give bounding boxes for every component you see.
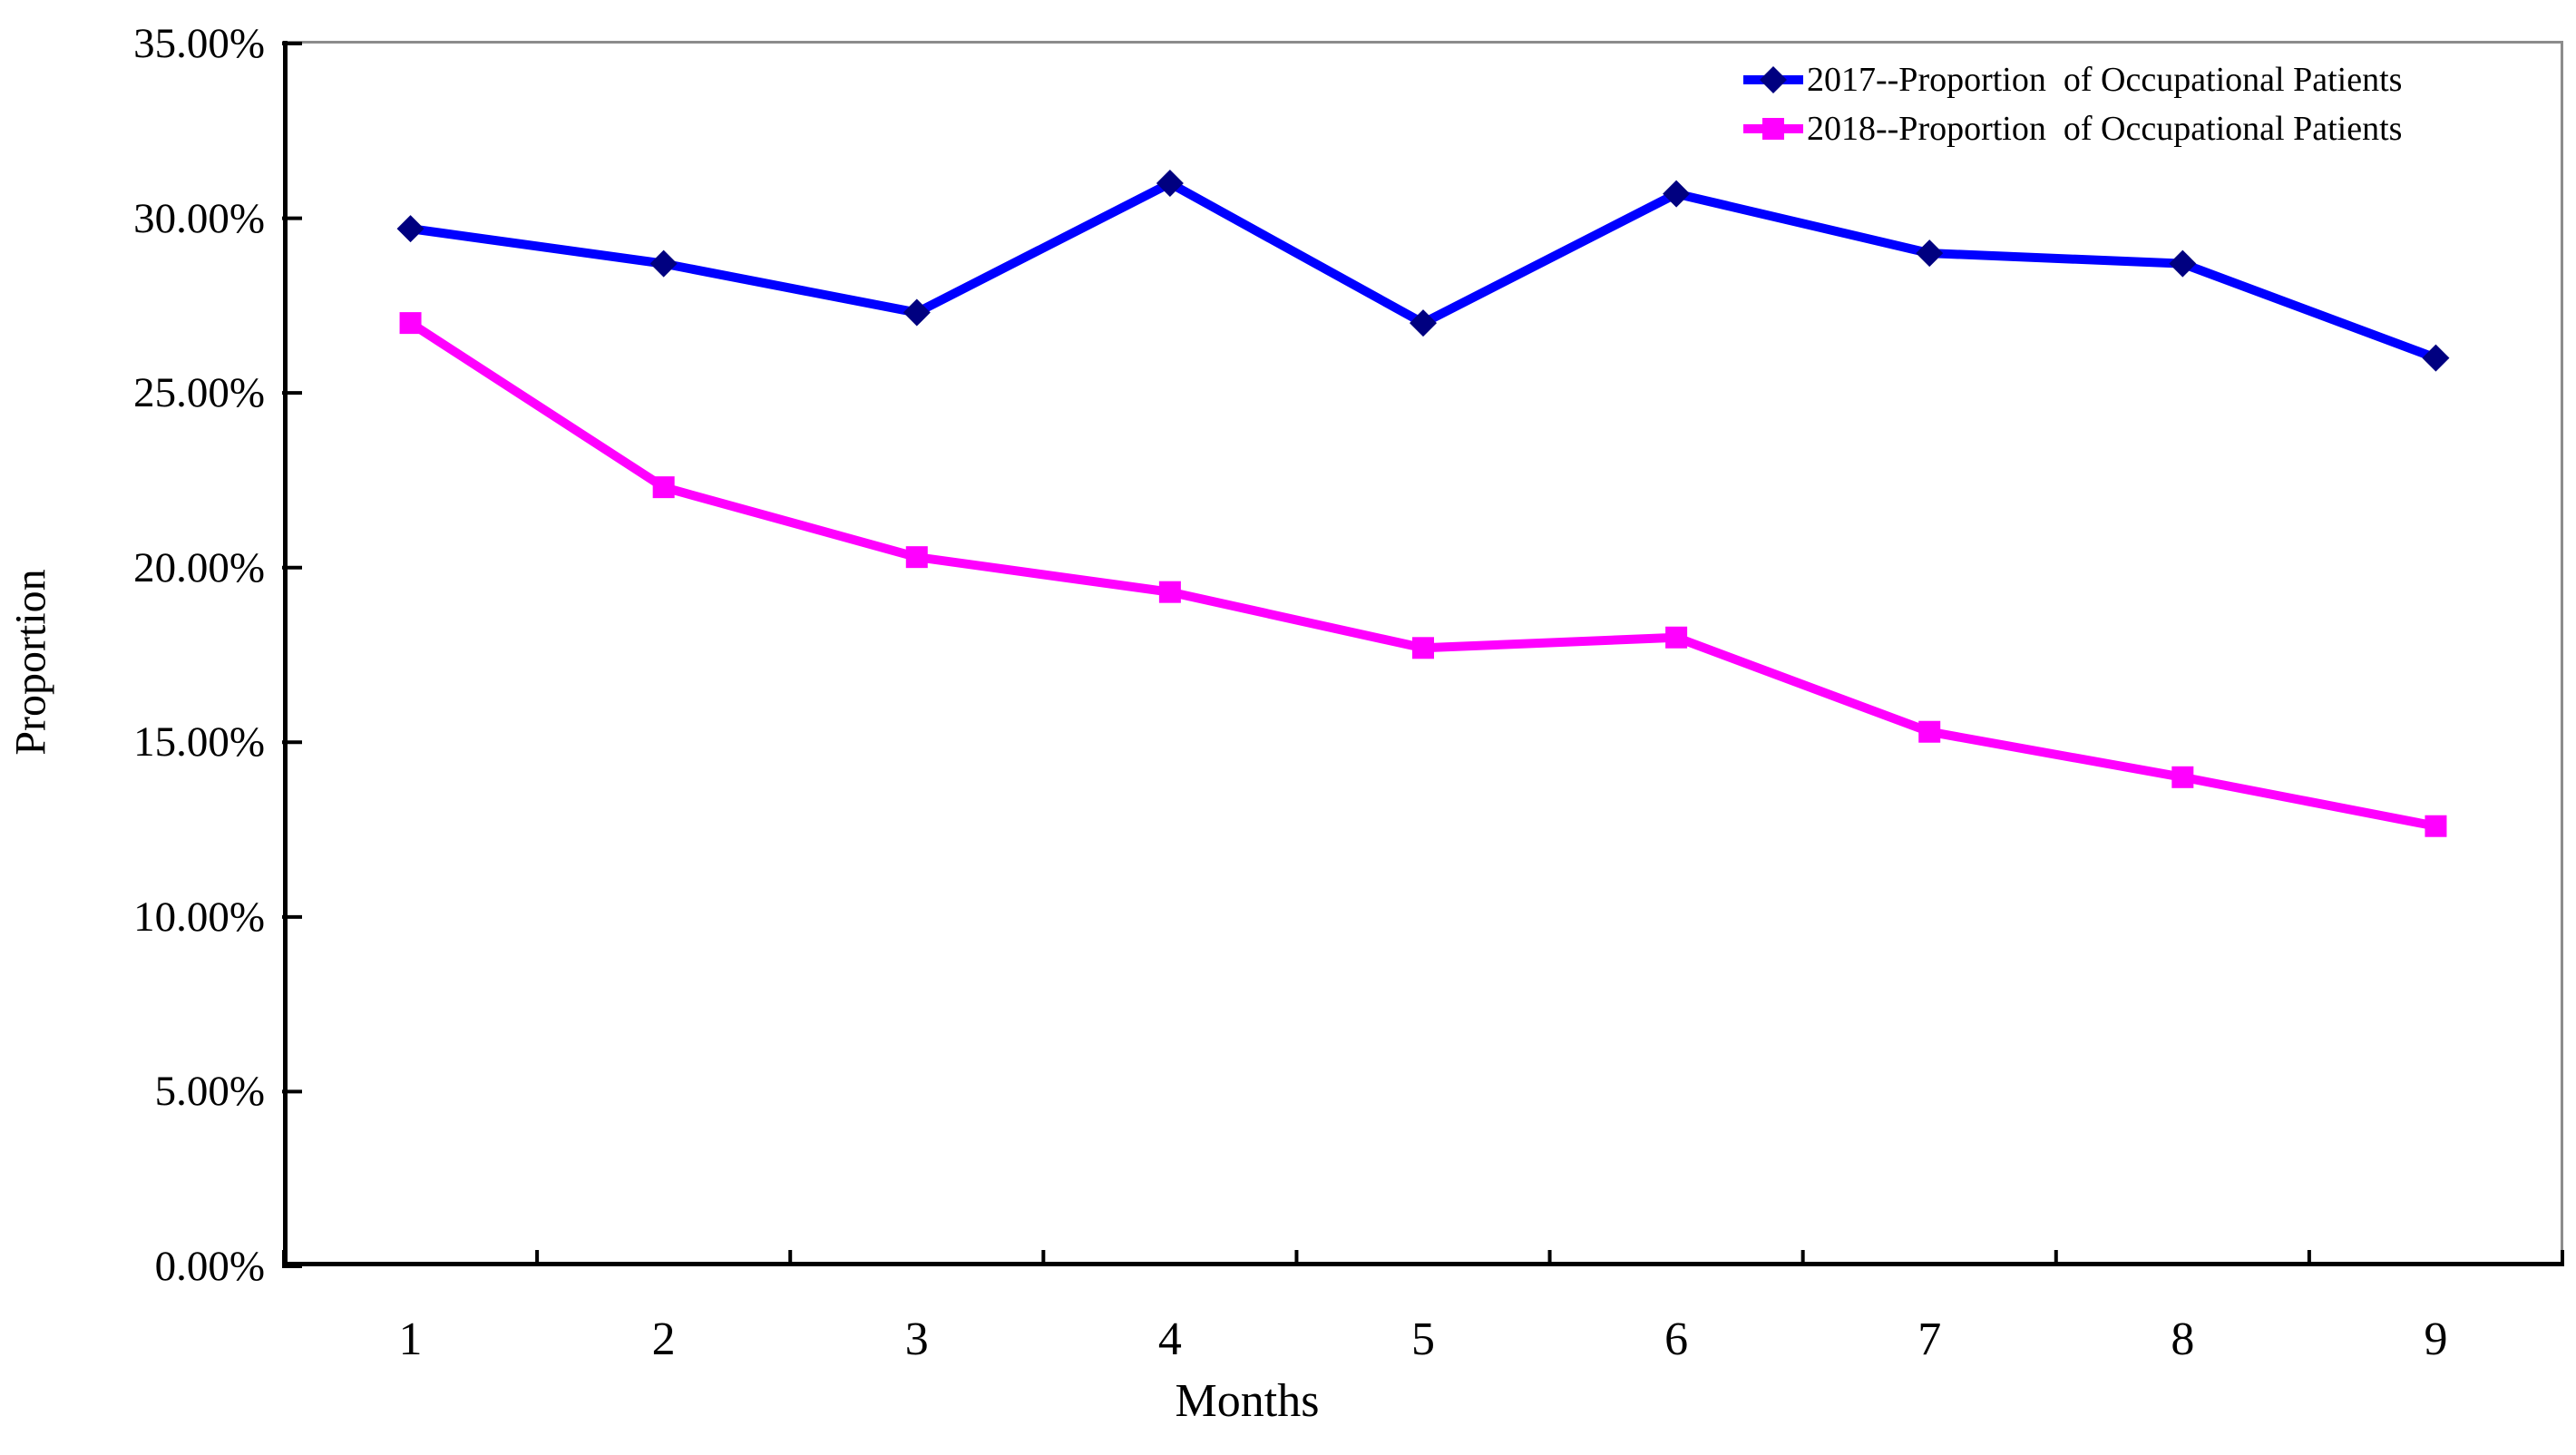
legend-marker-sample	[1760, 66, 1787, 93]
legend-label: 2017--Proportion of Occupational Patient…	[1807, 61, 2403, 99]
x-tick-label: 7	[1917, 1313, 1942, 1365]
square-marker	[905, 546, 928, 569]
square-marker	[2171, 766, 2194, 788]
legend-marker-sample	[1762, 118, 1784, 140]
y-tick-label: 0.00%	[154, 1243, 265, 1290]
square-marker	[1918, 720, 1941, 743]
y-tick-label: 35.00%	[133, 20, 265, 67]
x-tick-label: 5	[1411, 1313, 1435, 1365]
square-marker	[1412, 637, 1434, 659]
square-marker	[2425, 815, 2447, 837]
square-marker	[652, 476, 675, 499]
diamond-marker	[649, 249, 678, 278]
diamond-marker	[1410, 309, 1437, 337]
diamond-marker	[396, 215, 424, 243]
legend-item: 2017--Proportion of Occupational Patient…	[1742, 55, 2402, 104]
diamond-marker	[2422, 344, 2450, 372]
y-tick-label: 30.00%	[133, 194, 265, 242]
diamond-marker	[1916, 239, 1944, 268]
diamond-marker	[1156, 170, 1184, 198]
y-tick-label: 25.00%	[133, 369, 265, 417]
x-tick-label: 4	[1157, 1313, 1182, 1365]
y-axis-title: Proportion	[6, 569, 55, 756]
square-marker	[1665, 626, 1688, 649]
x-tick-label: 8	[2171, 1313, 2195, 1365]
x-axis-title: Months	[1175, 1375, 1320, 1427]
series-markers-2017	[396, 170, 2450, 372]
legend-item: 2018--Proportion of Occupational Patient…	[1742, 104, 2402, 153]
square-marker	[1158, 581, 1181, 603]
square-marker	[399, 312, 422, 335]
x-tick-label: 9	[2424, 1313, 2448, 1365]
x-tick-label: 3	[904, 1313, 929, 1365]
legend-label: 2018--Proportion of Occupational Patient…	[1807, 110, 2403, 148]
y-tick-label: 20.00%	[133, 543, 265, 591]
x-tick-label: 1	[398, 1313, 423, 1365]
y-tick-label: 10.00%	[133, 893, 265, 941]
diamond-marker	[2169, 249, 2197, 278]
series-markers-2018	[399, 312, 2447, 837]
x-tick-label: 2	[651, 1313, 676, 1365]
diamond-marker	[903, 298, 931, 327]
series-line-2018	[405, 318, 2441, 831]
x-tick-label: 6	[1664, 1313, 1689, 1365]
legend-diamond-marker-icon	[1743, 66, 1803, 93]
legend-square-marker-icon	[1743, 118, 1803, 140]
y-tick-label: 5.00%	[154, 1068, 265, 1116]
diamond-marker	[1663, 180, 1691, 208]
legend: 2017--Proportion of Occupational Patient…	[1742, 55, 2402, 153]
y-tick-label: 15.00%	[133, 718, 265, 767]
